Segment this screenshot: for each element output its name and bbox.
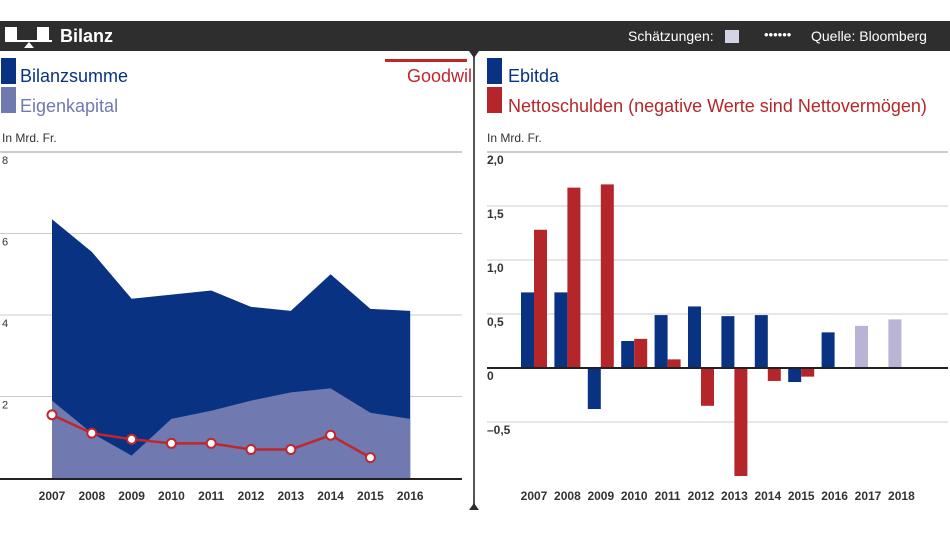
bar-nettoschulden	[667, 359, 681, 368]
bar-ebitda	[521, 292, 534, 368]
left-x-tick-label: 2016	[397, 489, 424, 503]
goodwill-point	[285, 443, 297, 455]
bar-ebitda	[788, 368, 802, 383]
estimate-swatch	[725, 30, 739, 43]
right-y-tick-label: 0,5	[487, 315, 504, 329]
estimates-label: Schätzungen:	[628, 28, 714, 44]
right-x-tick-label: 2009	[587, 489, 614, 503]
dots-separator: ••••••	[764, 27, 792, 42]
right-x-tick-label: 2010	[621, 489, 648, 503]
left-y-tick-label: 6	[2, 237, 8, 249]
bar-nettoschulden	[767, 368, 781, 381]
bar-ebitda	[587, 368, 601, 410]
left-y-tick-label: 2	[2, 400, 8, 412]
goodwill-point	[86, 427, 98, 439]
left-y-tick-label: 8	[2, 155, 8, 167]
area-eigenkapital	[52, 388, 411, 478]
left-x-tick-label: 2009	[118, 489, 145, 503]
left-x-tick-label: 2015	[357, 489, 384, 503]
goodwill-point	[205, 437, 217, 449]
goodwill-point	[126, 433, 138, 445]
bar-ebitda	[688, 306, 701, 368]
right-x-tick-label: 2017	[855, 489, 882, 503]
legend-eigenkapital: Eigenkapital	[20, 96, 119, 116]
legend-goodwill: Goodwill	[407, 66, 477, 86]
bar-nettoschulden	[801, 368, 815, 377]
right-x-tick-label: 2008	[554, 489, 581, 503]
right-x-tick-label: 2012	[688, 489, 715, 503]
legend-swatch-bilanzsumme	[1, 58, 16, 84]
bar-ebitda	[621, 341, 635, 368]
bar-nettoschulden	[734, 368, 748, 476]
left-x-tick-label: 2010	[158, 489, 185, 503]
right-y-tick-label: 0	[487, 369, 494, 383]
left-x-tick-label: 2007	[39, 489, 66, 503]
bar-ebitda	[721, 316, 735, 368]
legend-ebitda: Ebitda	[508, 66, 560, 86]
divider-pointer	[469, 51, 479, 58]
right-x-tick-label: 2013	[721, 489, 748, 503]
bar-ebitda	[654, 315, 668, 368]
left-x-tick-label: 2013	[277, 489, 304, 503]
left-unit-label: In Mrd. Fr.	[2, 131, 57, 145]
header-bar: Bilanz Schätzungen: •••••• Quelle: Bloom…	[0, 21, 950, 51]
left-x-tick-label: 2014	[317, 489, 344, 503]
right-x-tick-label: 2018	[888, 489, 915, 503]
bar-ebitda	[821, 332, 835, 368]
bar-ebitda	[754, 315, 768, 368]
right-x-tick-label: 2007	[521, 489, 548, 503]
bar-ebitda	[888, 319, 902, 368]
legend-swatch-eigenkapital	[1, 87, 16, 113]
legend-swatch-nettoschulden	[487, 87, 502, 113]
right-y-tick-label: 2,0	[487, 153, 504, 167]
goodwill-point	[245, 443, 257, 455]
right-x-tick-label: 2016	[821, 489, 848, 503]
goodwill-point	[325, 429, 337, 441]
left-x-tick-label: 2011	[198, 489, 224, 503]
bar-nettoschulden	[534, 229, 547, 368]
bar-nettoschulden	[567, 187, 581, 368]
divider-pointer-bottom	[469, 503, 479, 510]
goodwill-point	[364, 452, 376, 464]
bar-ebitda	[554, 292, 568, 368]
right-unit-label: In Mrd. Fr.	[487, 131, 542, 145]
right-y-tick-label: 1,0	[487, 261, 504, 275]
legend-swatch-ebitda	[487, 58, 502, 84]
left-x-tick-label: 2008	[78, 489, 105, 503]
right-x-tick-label: 2015	[788, 489, 815, 503]
right-x-tick-label: 2014	[754, 489, 781, 503]
left-y-tick-label: 4	[2, 318, 8, 330]
bar-ebitda	[855, 325, 868, 368]
bar-nettoschulden	[701, 368, 714, 406]
right-x-tick-label: 2011	[655, 489, 681, 503]
legend-line-goodwill	[385, 59, 467, 62]
source-label: Quelle: Bloomberg	[811, 28, 927, 44]
left-x-tick-label: 2012	[238, 489, 265, 503]
right-y-tick-label: –0,5	[487, 423, 511, 437]
legend-bilanzsumme: Bilanzsumme	[20, 66, 129, 86]
goodwill-point	[165, 437, 177, 449]
right-y-tick-label: 1,5	[487, 207, 504, 221]
chart-title: Bilanz	[60, 26, 114, 46]
balance-scale-icon	[5, 27, 52, 48]
bar-nettoschulden	[634, 338, 648, 368]
goodwill-point	[46, 409, 58, 421]
legend-nettoschulden: Nettoschulden (negative Werte sind Netto…	[508, 96, 927, 116]
bar-nettoschulden	[600, 184, 614, 368]
